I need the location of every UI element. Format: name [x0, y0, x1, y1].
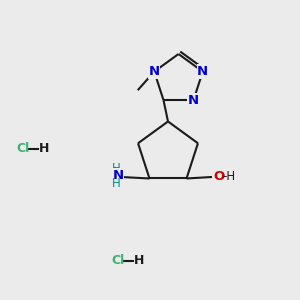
- Text: -H: -H: [223, 170, 236, 184]
- Text: N: N: [112, 169, 124, 182]
- Text: H: H: [39, 142, 50, 155]
- Text: O: O: [214, 170, 225, 184]
- Text: N: N: [149, 65, 160, 78]
- Text: Cl: Cl: [111, 254, 124, 268]
- Text: H: H: [134, 254, 144, 268]
- Text: N: N: [197, 65, 208, 78]
- Text: H: H: [112, 162, 121, 175]
- Text: N: N: [188, 94, 199, 106]
- Text: Cl: Cl: [16, 142, 30, 155]
- Text: H: H: [112, 177, 121, 190]
